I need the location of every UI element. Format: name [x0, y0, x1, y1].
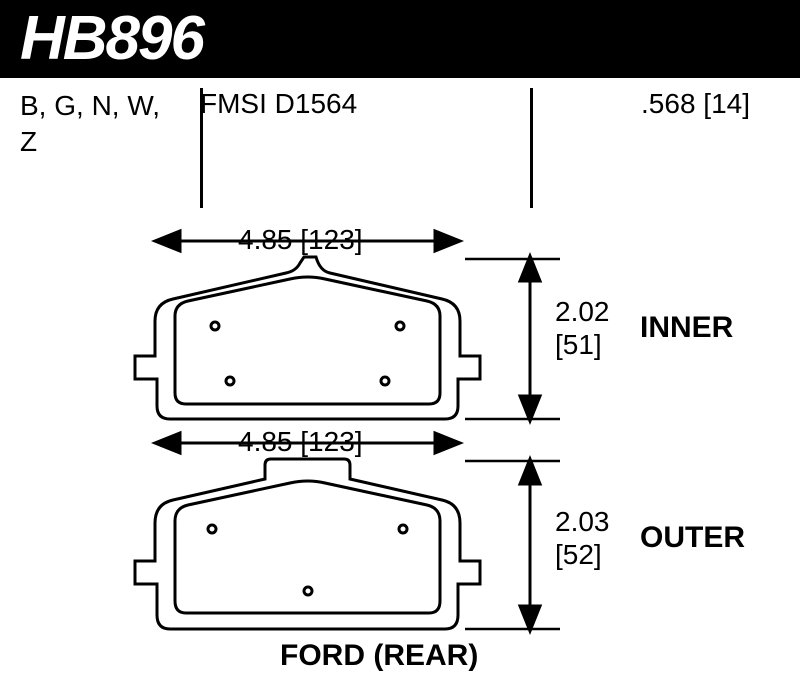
height-inner-in: 2.02	[555, 296, 610, 328]
compounds-line2: Z	[20, 126, 37, 157]
height-outer-mm: [52]	[555, 539, 602, 571]
dimensions-svg	[0, 201, 800, 681]
compounds-col: B, G, N, W, Z	[20, 88, 200, 161]
spec-divider-2	[530, 88, 533, 208]
width-inner-mm: [123]	[300, 224, 362, 255]
width-outer-mm: [123]	[300, 426, 362, 457]
outer-label: OUTER	[640, 521, 745, 555]
height-inner-mm: [51]	[555, 329, 602, 361]
fmsi-col: FMSI D1564	[200, 88, 520, 161]
diagram-area: 4.85 [123] 4.85 [123] 2.02 [51] 2.03 [52…	[0, 201, 800, 681]
spec-row: B, G, N, W, Z FMSI D1564 .568 [14]	[0, 78, 800, 171]
width-outer-in: 4.85	[238, 426, 293, 457]
inner-label: INNER	[640, 311, 733, 345]
width-inner-in: 4.85	[238, 224, 293, 255]
compounds-line1: B, G, N, W,	[20, 90, 160, 121]
width-outer-dim: 4.85 [123]	[238, 426, 363, 458]
footer-label: FORD (REAR)	[280, 639, 478, 673]
part-number: HB896	[20, 8, 780, 70]
spec-divider-1	[200, 88, 203, 208]
thickness-col: .568 [14]	[520, 88, 780, 161]
width-inner-dim: 4.85 [123]	[238, 224, 363, 256]
header-bar: HB896	[0, 0, 800, 74]
height-outer-in: 2.03	[555, 506, 610, 538]
